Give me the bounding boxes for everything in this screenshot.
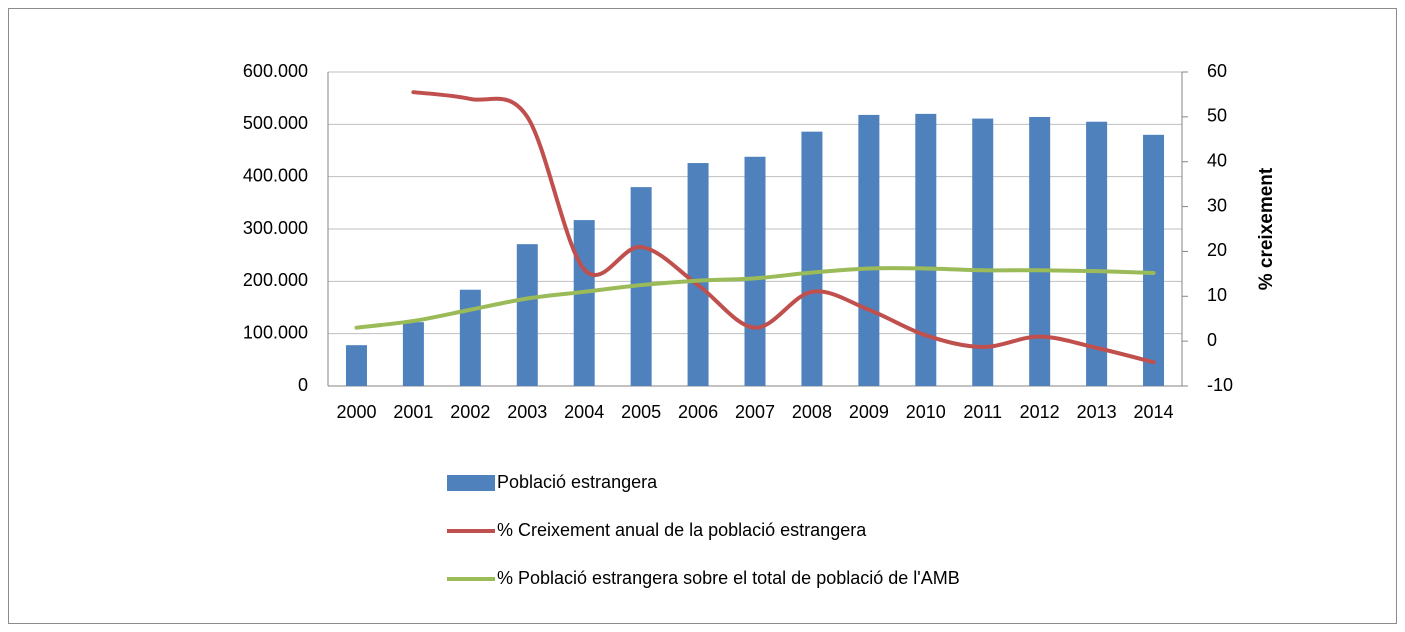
y2-tick-label: 30 [1207, 195, 1227, 215]
bar [915, 113, 937, 386]
y-tick-label: 100.000 [243, 322, 308, 342]
x-tick-label: 2001 [393, 402, 433, 422]
y2-tick-label: -10 [1207, 375, 1233, 395]
bar [1029, 117, 1051, 387]
x-tick-label: 2008 [792, 402, 832, 422]
x-tick-label: 2010 [906, 402, 946, 422]
x-tick-label: 2003 [507, 402, 547, 422]
bar [801, 131, 823, 386]
legend-swatch [447, 475, 495, 491]
legend-label: % Població estrangera sobre el total de … [497, 568, 960, 588]
bar [345, 345, 367, 386]
line-series [354, 266, 1156, 330]
y2-tick-label: 40 [1207, 150, 1227, 170]
x-tick-label: 2005 [621, 402, 661, 422]
bar [972, 118, 994, 387]
bar [1086, 121, 1108, 386]
y-tick-label: 200.000 [243, 270, 308, 290]
y-tick-label: 300.000 [243, 218, 308, 238]
y2-tick-label: 60 [1207, 61, 1227, 81]
bar [459, 289, 481, 386]
x-tick-label: 2009 [849, 402, 889, 422]
x-tick-label: 2014 [1134, 402, 1174, 422]
y-tick-label: 400.000 [243, 165, 308, 185]
bar [744, 156, 766, 386]
bar [516, 244, 538, 386]
y2-tick-label: 20 [1207, 240, 1227, 260]
x-tick-label: 2007 [735, 402, 775, 422]
x-tick-label: 2004 [564, 402, 604, 422]
line-series [411, 90, 1156, 365]
x-tick-label: 2006 [678, 402, 718, 422]
y-tick-label: 0 [298, 375, 308, 395]
legend-label: Població estrangera [497, 472, 658, 492]
y2-tick-label: 0 [1207, 330, 1217, 350]
bar [687, 163, 709, 386]
bar [402, 322, 424, 386]
y2-tick-label: 10 [1207, 285, 1227, 305]
y-tick-label: 500.000 [243, 113, 308, 133]
y2-axis-label: % creixement [1256, 167, 1277, 290]
x-tick-label: 2013 [1077, 402, 1117, 422]
x-tick-label: 2012 [1020, 402, 1060, 422]
x-tick-label: 2000 [336, 402, 376, 422]
y2-tick-label: 50 [1207, 106, 1227, 126]
bar [1143, 134, 1165, 386]
legend-label: % Creixement anual de la població estran… [497, 520, 867, 540]
bar [858, 114, 880, 386]
y-tick-label: 600.000 [243, 61, 308, 81]
x-tick-label: 2002 [450, 402, 490, 422]
bar [573, 220, 595, 386]
x-tick-label: 2011 [963, 402, 1002, 422]
